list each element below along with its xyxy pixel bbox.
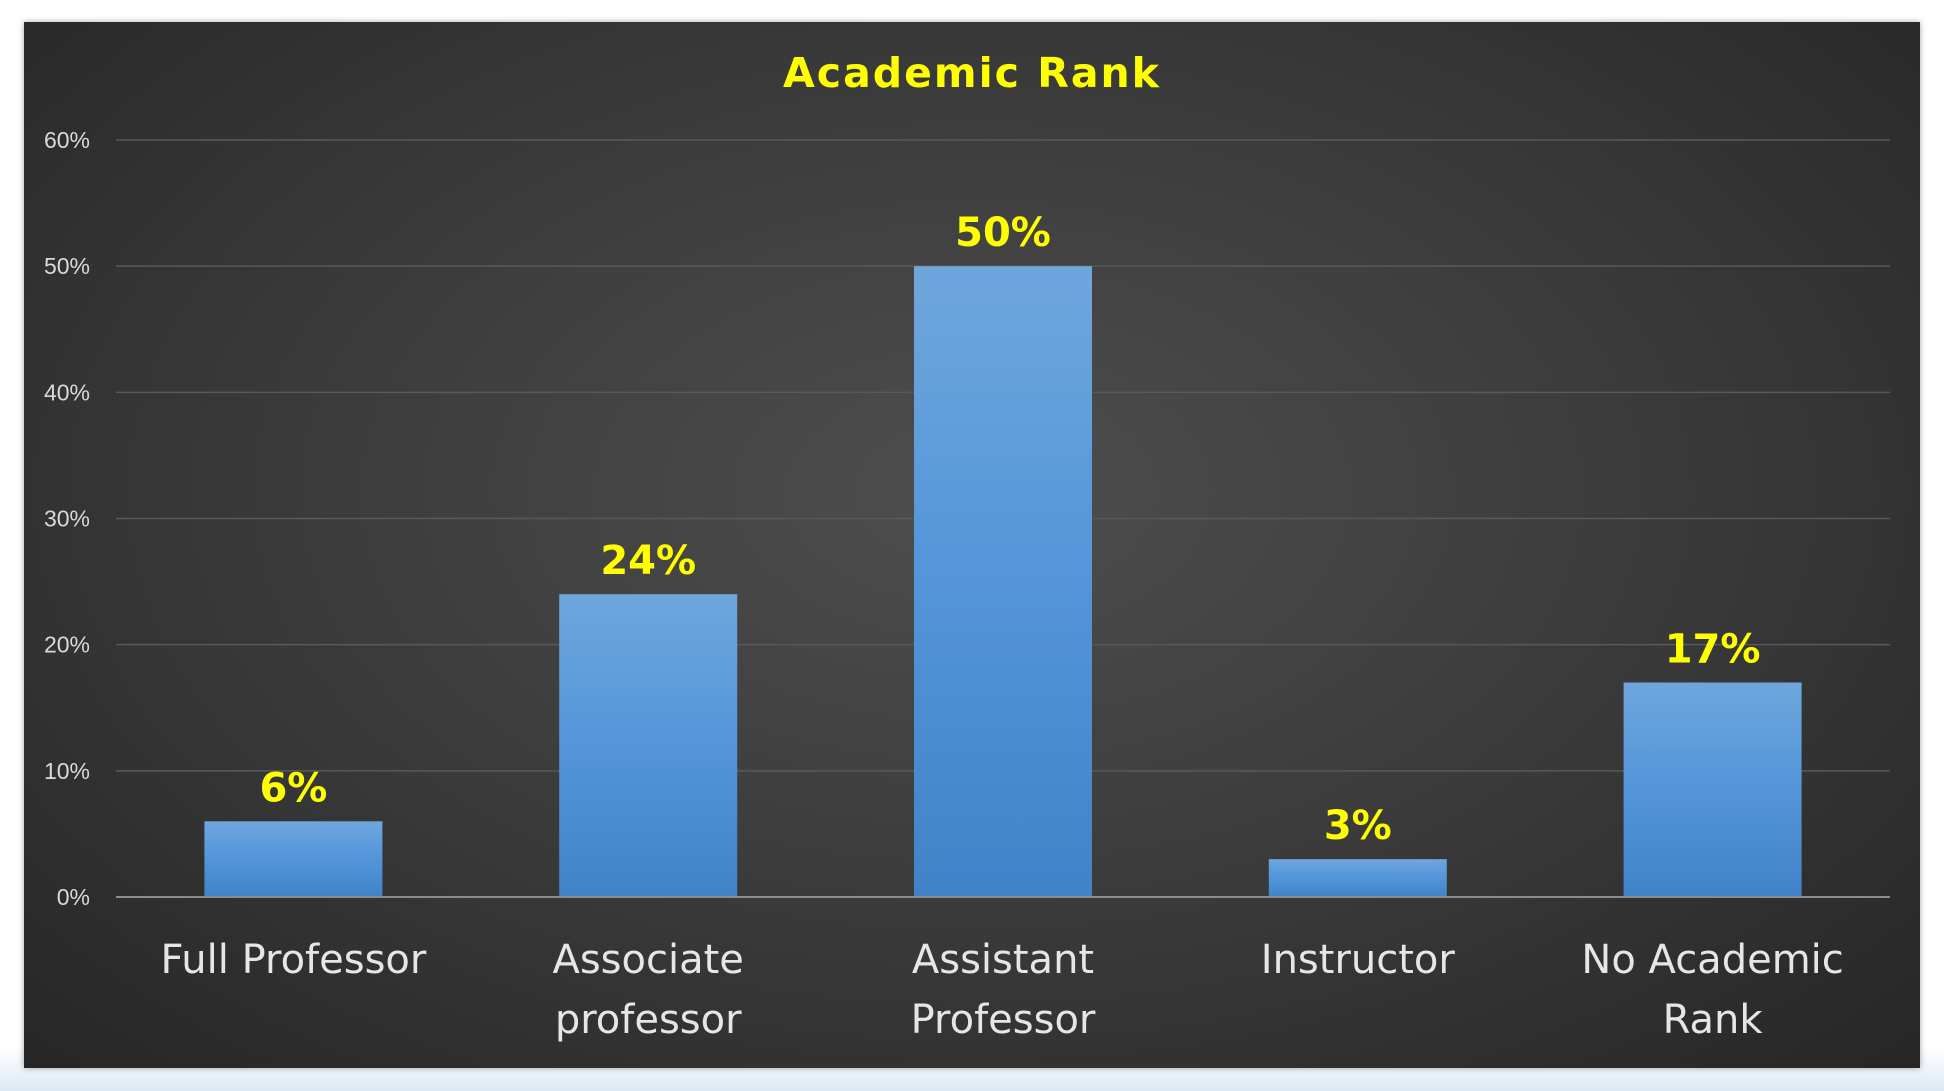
x-tick-label-line: Assistant [912, 937, 1094, 983]
x-tick-label: Full Professor [160, 937, 426, 983]
y-tick-label: 60% [44, 127, 90, 153]
bar [1268, 859, 1447, 897]
x-tick-label: No Academic Rank [1581, 937, 1843, 1043]
y-tick-label: 20% [44, 632, 90, 658]
x-tick-label-line: Rank [1663, 997, 1764, 1043]
data-label: 17% [1665, 627, 1761, 673]
chart-title: Academic Rank [783, 49, 1161, 97]
x-tick-label-line: Full Professor [160, 937, 426, 983]
bar [559, 594, 738, 897]
y-tick-label: 50% [44, 253, 90, 279]
x-tick-label: Assistant Professor [911, 937, 1096, 1043]
bar-chart: Academic Rank 0% 10% 20% 30% 40% 50% 60% 6% 24%… [44, 49, 1890, 1043]
x-tick-label-line: Associate [552, 937, 743, 983]
bars [204, 266, 1802, 897]
x-tick-label-line: Professor [911, 997, 1096, 1043]
x-tick-label: Associate professor [552, 937, 743, 1043]
y-tick-label: 30% [44, 506, 90, 532]
y-tick-label: 40% [44, 379, 90, 405]
chart-panel: Academic Rank 0% 10% 20% 30% 40% 50% 60% 6% 24%… [24, 22, 1920, 1068]
y-axis: 0% 10% 20% 30% 40% 50% 60% [44, 127, 90, 910]
x-tick-label-line: Instructor [1261, 937, 1456, 983]
data-label: 24% [600, 538, 696, 584]
data-label: 50% [955, 210, 1051, 256]
bar [204, 821, 383, 897]
x-tick-label-line: No Academic [1581, 937, 1843, 983]
y-tick-label: 0% [57, 884, 90, 910]
data-label: 3% [1324, 803, 1392, 849]
x-axis: Full Professor Associate professor Assistan… [116, 896, 1890, 1043]
y-tick-label: 10% [44, 758, 90, 784]
x-tick-label-line: professor [555, 997, 742, 1043]
bar [914, 266, 1092, 897]
bar [1623, 682, 1802, 897]
data-labels: 6% 24% 50% 3% 17% [259, 210, 1760, 849]
data-label: 6% [259, 765, 327, 811]
x-tick-label: Instructor [1261, 937, 1456, 983]
